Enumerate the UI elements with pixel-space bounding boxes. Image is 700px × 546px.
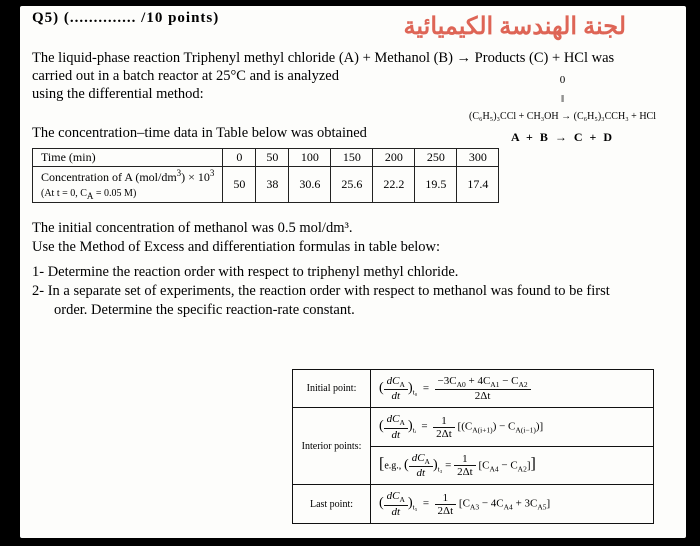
table-row: Time (min) 0 50 100 150 200 250 300 — [33, 149, 499, 167]
formula-cell: [e.g., (dCAdt)t₃ = 12Δt [CA4 − CA2]] — [371, 446, 654, 485]
cell: 22.2 — [373, 167, 415, 203]
formula-row-interior: Interior points: (dCAdt)tᵢ = 12Δt [(CA(i… — [293, 408, 654, 447]
concentration-time-table: Time (min) 0 50 100 150 200 250 300 Conc… — [32, 148, 499, 203]
cell: 38 — [256, 167, 289, 203]
row-label-conc: Concentration of A (mol/dm3) × 103 (At t… — [33, 167, 223, 203]
formula-cell: (dCAdt)t₀ = −3CA0 + 4CA1 − CA22Δt — [371, 369, 654, 408]
cell: 25.6 — [331, 167, 373, 203]
rxn-stoich: A + B → C + D — [469, 128, 656, 146]
arabic-watermark: لجنة الهندسة الكيميائية — [404, 12, 626, 41]
cell: 0 — [223, 149, 256, 167]
conc-note-b: = 0.05 M) — [93, 188, 136, 199]
conc-note-a: (At t = 0, C — [41, 188, 87, 199]
note-line-2: Use the Method of Excess and differentia… — [32, 238, 668, 256]
formula-row-initial: Initial point: (dCAdt)t₀ = −3CA0 + 4CA1 … — [293, 369, 654, 408]
formula-row-last: Last point: (dCAdt)t₅ = 12Δt [CA3 − 4CA4… — [293, 485, 654, 524]
question-1: 1- Determine the reaction order with res… — [32, 264, 668, 281]
row-label-time: Time (min) — [33, 149, 223, 167]
document-page: Q5) (.............. /10 points) لجنة اله… — [20, 6, 686, 538]
cell: 150 — [331, 149, 373, 167]
eg-label: e.g., — [384, 460, 401, 471]
cell: 50 — [223, 167, 256, 203]
cell: 19.5 — [415, 167, 457, 203]
formula-cell: (dCAdt)t₅ = 12Δt [CA3 − 4CA4 + 3CA5] — [371, 485, 654, 524]
question-2a: 2- In a separate set of experiments, the… — [32, 283, 668, 300]
cell: 200 — [373, 149, 415, 167]
cell: 300 — [457, 149, 499, 167]
reaction-equation-block: 0 ǁ (C₆H₅)₃CCl + CH₃OH → (C₆H₅)₃CCH₃ + H… — [469, 72, 656, 146]
cell: 50 — [256, 149, 289, 167]
rxn-marker-0: 0 — [560, 74, 566, 86]
formula-cell: (dCAdt)tᵢ = 12Δt [(CA(i+1)) − CA(i−1))] — [371, 408, 654, 447]
notes-block: The initial concentration of methanol wa… — [32, 219, 668, 255]
cell: 30.6 — [289, 167, 331, 203]
conc-label-b: ) × 10 — [181, 170, 210, 184]
question-list: 1- Determine the reaction order with res… — [32, 264, 668, 319]
cell: 250 — [415, 149, 457, 167]
note-line-1: The initial concentration of methanol wa… — [32, 219, 668, 237]
rxn-marker-1: ǁ — [561, 93, 564, 105]
formula-label-last: Last point: — [293, 485, 371, 524]
table-row: Concentration of A (mol/dm3) × 103 (At t… — [33, 167, 499, 203]
cell: 100 — [289, 149, 331, 167]
differentiation-formula-table: Initial point: (dCAdt)t₀ = −3CA0 + 4CA1 … — [292, 369, 654, 524]
rxn-formula: (C₆H₅)₃CCl + CH₃OH → (C₆H₅)₃CCH₃ + HCl — [469, 109, 656, 124]
question-2b: order. Determine the specific reaction-r… — [54, 302, 668, 319]
cell: 17.4 — [457, 167, 499, 203]
problem-line-1: The liquid-phase reaction Triphenyl meth… — [32, 49, 668, 67]
formula-label-interior: Interior points: — [293, 408, 371, 485]
conc-label-a: Concentration of A (mol/dm — [41, 170, 177, 184]
formula-label-initial: Initial point: — [293, 369, 371, 408]
